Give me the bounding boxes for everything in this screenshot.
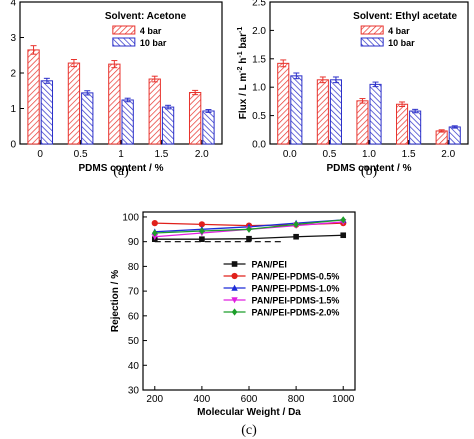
legend-swatch xyxy=(360,25,384,35)
x-tick-label: 1000 xyxy=(332,394,355,405)
legend-label: PAN/PEI-PDMS-0.5% xyxy=(252,272,340,282)
y-tick-label: 3 xyxy=(10,33,16,44)
y-tick-label: 0 xyxy=(10,140,16,151)
y-tick-label: 60 xyxy=(128,311,140,322)
panel-label: (c) xyxy=(241,423,257,438)
x-tick-label: 600 xyxy=(241,394,258,405)
bar xyxy=(161,106,175,145)
x-tick-label: 0.0 xyxy=(283,149,297,160)
legend-label: PAN/PEI-PDMS-2.0% xyxy=(252,308,340,318)
bar xyxy=(316,79,329,145)
bar xyxy=(148,78,161,145)
x-tick-label: 1.5 xyxy=(154,149,168,160)
x-tick-label: 2.0 xyxy=(441,149,455,160)
data-point xyxy=(151,220,158,227)
bar xyxy=(448,126,461,145)
data-point xyxy=(340,216,347,224)
bar xyxy=(369,83,382,145)
panel-label: (a) xyxy=(113,164,129,179)
legend-label: PAN/PEI xyxy=(252,260,287,270)
chart-panel-c: 30 40 50 60 70 80 90 100 200 400 600 800 1000 PAN/PEI… xyxy=(110,211,356,438)
x-tick-label: 0.5 xyxy=(322,149,336,160)
solvent-annotation: Solvent: Ethyl acetate xyxy=(353,11,457,22)
bar xyxy=(121,99,134,145)
x-tick-label: 0 xyxy=(37,149,43,160)
y-tick-label: 2.5 xyxy=(252,0,266,9)
legend-label: 10 bar xyxy=(140,38,167,48)
solvent-annotation: Solvent: Acetone xyxy=(105,11,187,22)
y-tick-label: 1.5 xyxy=(252,54,266,65)
y-tick-label: 2.0 xyxy=(252,26,266,37)
data-point xyxy=(246,225,252,233)
x-tick-label: 200 xyxy=(146,394,163,405)
y-tick-label: 70 xyxy=(128,287,140,298)
x-tick-label: 400 xyxy=(194,394,211,405)
legend-label: 4 bar xyxy=(388,26,410,36)
data-point xyxy=(231,308,238,316)
bar xyxy=(396,103,409,145)
bar xyxy=(67,62,81,145)
y-axis-label: Flux / L m-2 h-1 bar-1 xyxy=(237,27,249,120)
legend-swatch xyxy=(360,37,384,47)
y-tick-label: 100 xyxy=(122,212,139,223)
bar xyxy=(435,130,448,145)
data-point xyxy=(246,235,252,242)
bar xyxy=(40,80,54,145)
y-tick-label: 0.5 xyxy=(252,111,266,122)
y-tick-label: 40 xyxy=(128,361,140,372)
chart-panel-b: 0.0 0.5 1.0 1.5 2.0 2.5 0.0 0.5 1.0 1.5 2.0 Solvent… xyxy=(237,0,469,179)
data-point xyxy=(293,220,299,228)
bar xyxy=(356,100,369,145)
y-tick-label: 50 xyxy=(128,336,140,347)
x-axis-label: Molecular Weight / Da xyxy=(197,407,301,418)
chart-panel-a: 0 1 2 3 4 0 0.5 1 1.5 2.0 Solvent: Acetone 4 bar 10 … xyxy=(10,0,223,179)
bar xyxy=(290,75,303,145)
bar xyxy=(202,110,215,145)
y-tick-label: 30 xyxy=(128,386,140,397)
panel-label: (b) xyxy=(361,164,378,179)
x-tick-label: 0.5 xyxy=(74,149,88,160)
legend-label: 4 bar xyxy=(140,26,162,36)
data-point xyxy=(231,261,238,267)
legend-swatch xyxy=(112,37,136,47)
data-point xyxy=(340,232,347,239)
bar xyxy=(188,92,202,145)
y-tick-label: 1.0 xyxy=(252,83,266,94)
y-tick-label: 4 xyxy=(10,0,16,9)
y-tick-label: 0.0 xyxy=(252,140,266,151)
y-axis-label: Rejection / % xyxy=(110,270,121,332)
data-point xyxy=(199,227,205,235)
data-point xyxy=(151,233,158,241)
legend-swatch xyxy=(112,25,136,35)
y-tick-label: 1 xyxy=(10,104,16,115)
data-point xyxy=(231,272,238,280)
legend-label: PAN/PEI-PDMS-1.5% xyxy=(252,296,340,306)
x-tick-label: 1.0 xyxy=(362,149,376,160)
x-tick-label: 800 xyxy=(288,394,305,405)
bar xyxy=(277,62,290,145)
bar xyxy=(81,92,94,145)
bar xyxy=(27,49,40,145)
y-tick-label: 90 xyxy=(128,237,140,248)
x-tick-label: 1.5 xyxy=(402,149,416,160)
legend-label: PAN/PEI-PDMS-1.0% xyxy=(252,284,340,294)
data-point xyxy=(151,229,158,237)
bar xyxy=(329,79,342,145)
y-tick-label: 80 xyxy=(128,262,140,273)
x-axis-label: PDMS content / % xyxy=(326,163,411,174)
data-point xyxy=(198,221,205,228)
x-tick-label: 2.0 xyxy=(195,149,209,160)
data-point xyxy=(199,236,205,242)
x-tick-label: 1 xyxy=(118,149,124,160)
data-point xyxy=(231,284,238,291)
bar xyxy=(108,63,121,145)
data-point xyxy=(293,233,299,240)
x-axis-label: PDMS content / % xyxy=(78,163,163,174)
data-point xyxy=(231,297,238,304)
bar xyxy=(409,110,422,145)
y-tick-label: 2 xyxy=(10,69,16,80)
legend-label: 10 bar xyxy=(388,38,415,48)
